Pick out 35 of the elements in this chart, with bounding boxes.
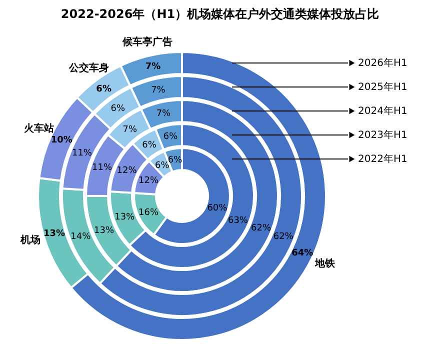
data-label: 12% bbox=[138, 176, 159, 186]
data-label: 64% bbox=[292, 248, 314, 259]
data-label: 13% bbox=[114, 212, 136, 223]
data-label: 7% bbox=[156, 109, 172, 120]
data-label: 11% bbox=[72, 148, 92, 159]
data-label: 62% bbox=[251, 223, 272, 234]
slice-label: 2023年H1 bbox=[358, 129, 408, 141]
data-label: 7% bbox=[145, 62, 161, 72]
slice-label: 火车站 bbox=[24, 122, 54, 135]
data-label: 6% bbox=[96, 84, 112, 94]
data-label: 62% bbox=[273, 232, 294, 242]
slice-label: 机场 bbox=[19, 234, 40, 246]
data-label: 13% bbox=[44, 229, 66, 240]
slice-label: 2025年H1 bbox=[358, 81, 408, 93]
data-label: 63% bbox=[228, 216, 248, 226]
slice-label: 地铁 bbox=[314, 257, 336, 270]
chart-title: 2022-2026年（H1）机场媒体在户外交通类媒体投放占比 bbox=[60, 7, 380, 21]
data-label: 7% bbox=[151, 86, 166, 96]
data-label: 6% bbox=[142, 140, 157, 150]
data-label: 11% bbox=[92, 163, 112, 174]
slice-label: 2026年H1 bbox=[358, 57, 408, 69]
slice-label: 2022年H1 bbox=[358, 153, 408, 165]
data-label: 7% bbox=[122, 124, 138, 135]
data-label: 60% bbox=[207, 203, 228, 214]
data-label: 14% bbox=[70, 232, 92, 242]
data-label: 6% bbox=[155, 160, 170, 171]
data-label: 12% bbox=[116, 166, 138, 176]
slice-label: 候车亭广告 bbox=[122, 36, 173, 48]
data-label: 6% bbox=[163, 132, 178, 142]
data-label: 10% bbox=[50, 135, 72, 146]
data-label: 16% bbox=[138, 208, 159, 218]
slice-label: 2024年H1 bbox=[358, 105, 408, 117]
slice-label: 公交车身 bbox=[68, 62, 110, 74]
data-label: 13% bbox=[94, 226, 114, 236]
data-label: 6% bbox=[110, 104, 126, 114]
